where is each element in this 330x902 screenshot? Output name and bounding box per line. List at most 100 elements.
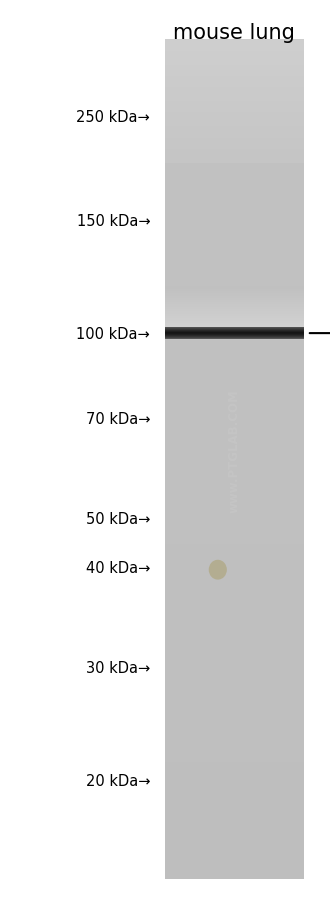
Text: 50 kDa→: 50 kDa→ bbox=[86, 511, 150, 526]
Bar bbox=[165, 300, 304, 303]
Bar bbox=[165, 315, 304, 316]
Bar bbox=[165, 99, 304, 102]
Bar bbox=[165, 289, 304, 290]
Bar bbox=[165, 300, 304, 301]
Bar bbox=[165, 624, 304, 628]
Bar bbox=[165, 320, 304, 321]
Bar bbox=[165, 205, 304, 208]
Bar bbox=[165, 826, 304, 829]
Bar bbox=[165, 723, 304, 725]
Text: 20 kDa→: 20 kDa→ bbox=[86, 773, 150, 787]
Bar bbox=[165, 296, 304, 297]
Bar bbox=[165, 616, 304, 620]
Bar bbox=[165, 141, 304, 144]
Bar bbox=[165, 118, 304, 122]
Bar bbox=[165, 516, 304, 519]
Bar bbox=[165, 247, 304, 250]
Bar bbox=[165, 860, 304, 862]
Bar bbox=[165, 753, 304, 757]
Bar bbox=[165, 375, 304, 379]
Bar bbox=[165, 563, 304, 566]
Bar bbox=[165, 538, 304, 541]
Bar bbox=[165, 585, 304, 589]
Bar bbox=[165, 293, 304, 294]
Bar bbox=[165, 250, 304, 253]
Bar bbox=[165, 298, 304, 299]
Bar bbox=[165, 298, 304, 299]
Bar bbox=[165, 311, 304, 315]
Bar bbox=[165, 90, 304, 94]
Bar bbox=[165, 784, 304, 787]
Bar bbox=[165, 392, 304, 396]
Bar bbox=[165, 705, 304, 709]
Bar bbox=[165, 720, 304, 723]
Bar bbox=[165, 423, 304, 427]
Bar bbox=[165, 255, 304, 259]
Bar bbox=[165, 387, 304, 390]
Bar bbox=[165, 328, 304, 331]
Bar bbox=[165, 488, 304, 491]
Bar bbox=[165, 310, 304, 312]
Bar bbox=[165, 474, 304, 477]
Bar bbox=[165, 326, 304, 327]
Bar bbox=[165, 287, 304, 288]
Bar bbox=[165, 761, 304, 765]
Bar bbox=[165, 171, 304, 175]
Bar bbox=[165, 543, 304, 547]
Bar bbox=[165, 202, 304, 206]
Bar bbox=[165, 291, 304, 292]
Bar bbox=[165, 317, 304, 320]
Bar bbox=[165, 552, 304, 555]
Bar bbox=[165, 431, 304, 435]
Bar bbox=[165, 74, 304, 77]
Bar bbox=[165, 482, 304, 485]
Bar bbox=[165, 166, 304, 170]
Bar bbox=[165, 310, 304, 311]
Bar bbox=[165, 124, 304, 127]
Bar bbox=[165, 415, 304, 419]
Bar bbox=[165, 297, 304, 298]
Bar bbox=[165, 77, 304, 79]
Bar bbox=[165, 283, 304, 287]
Bar bbox=[165, 290, 304, 291]
Bar bbox=[165, 286, 304, 290]
Bar bbox=[165, 325, 304, 326]
Bar bbox=[165, 636, 304, 639]
Bar bbox=[165, 51, 304, 55]
Bar bbox=[165, 529, 304, 533]
Bar bbox=[165, 454, 304, 457]
Bar bbox=[165, 60, 304, 63]
Bar bbox=[165, 619, 304, 622]
Bar bbox=[165, 605, 304, 608]
Bar bbox=[165, 823, 304, 826]
Bar bbox=[165, 197, 304, 200]
Bar bbox=[165, 510, 304, 513]
Bar bbox=[165, 225, 304, 228]
Bar bbox=[165, 339, 304, 343]
Bar bbox=[165, 294, 304, 295]
Bar bbox=[165, 155, 304, 158]
Bar bbox=[165, 812, 304, 815]
Bar bbox=[165, 566, 304, 569]
Bar bbox=[165, 186, 304, 189]
Bar bbox=[165, 313, 304, 314]
Bar bbox=[165, 314, 304, 318]
Bar bbox=[165, 868, 304, 871]
Bar bbox=[165, 305, 304, 306]
Bar bbox=[165, 789, 304, 793]
Bar bbox=[165, 253, 304, 256]
Bar bbox=[165, 326, 304, 328]
Bar bbox=[165, 292, 304, 295]
Text: 100 kDa→: 100 kDa→ bbox=[77, 327, 150, 341]
Bar bbox=[165, 62, 304, 66]
Bar bbox=[165, 407, 304, 410]
Bar bbox=[165, 519, 304, 521]
Bar bbox=[165, 49, 304, 51]
Bar bbox=[165, 43, 304, 46]
Bar bbox=[165, 675, 304, 678]
Bar bbox=[165, 817, 304, 821]
Bar bbox=[165, 303, 304, 304]
Bar bbox=[165, 767, 304, 770]
Bar bbox=[165, 319, 304, 320]
Bar bbox=[165, 745, 304, 748]
